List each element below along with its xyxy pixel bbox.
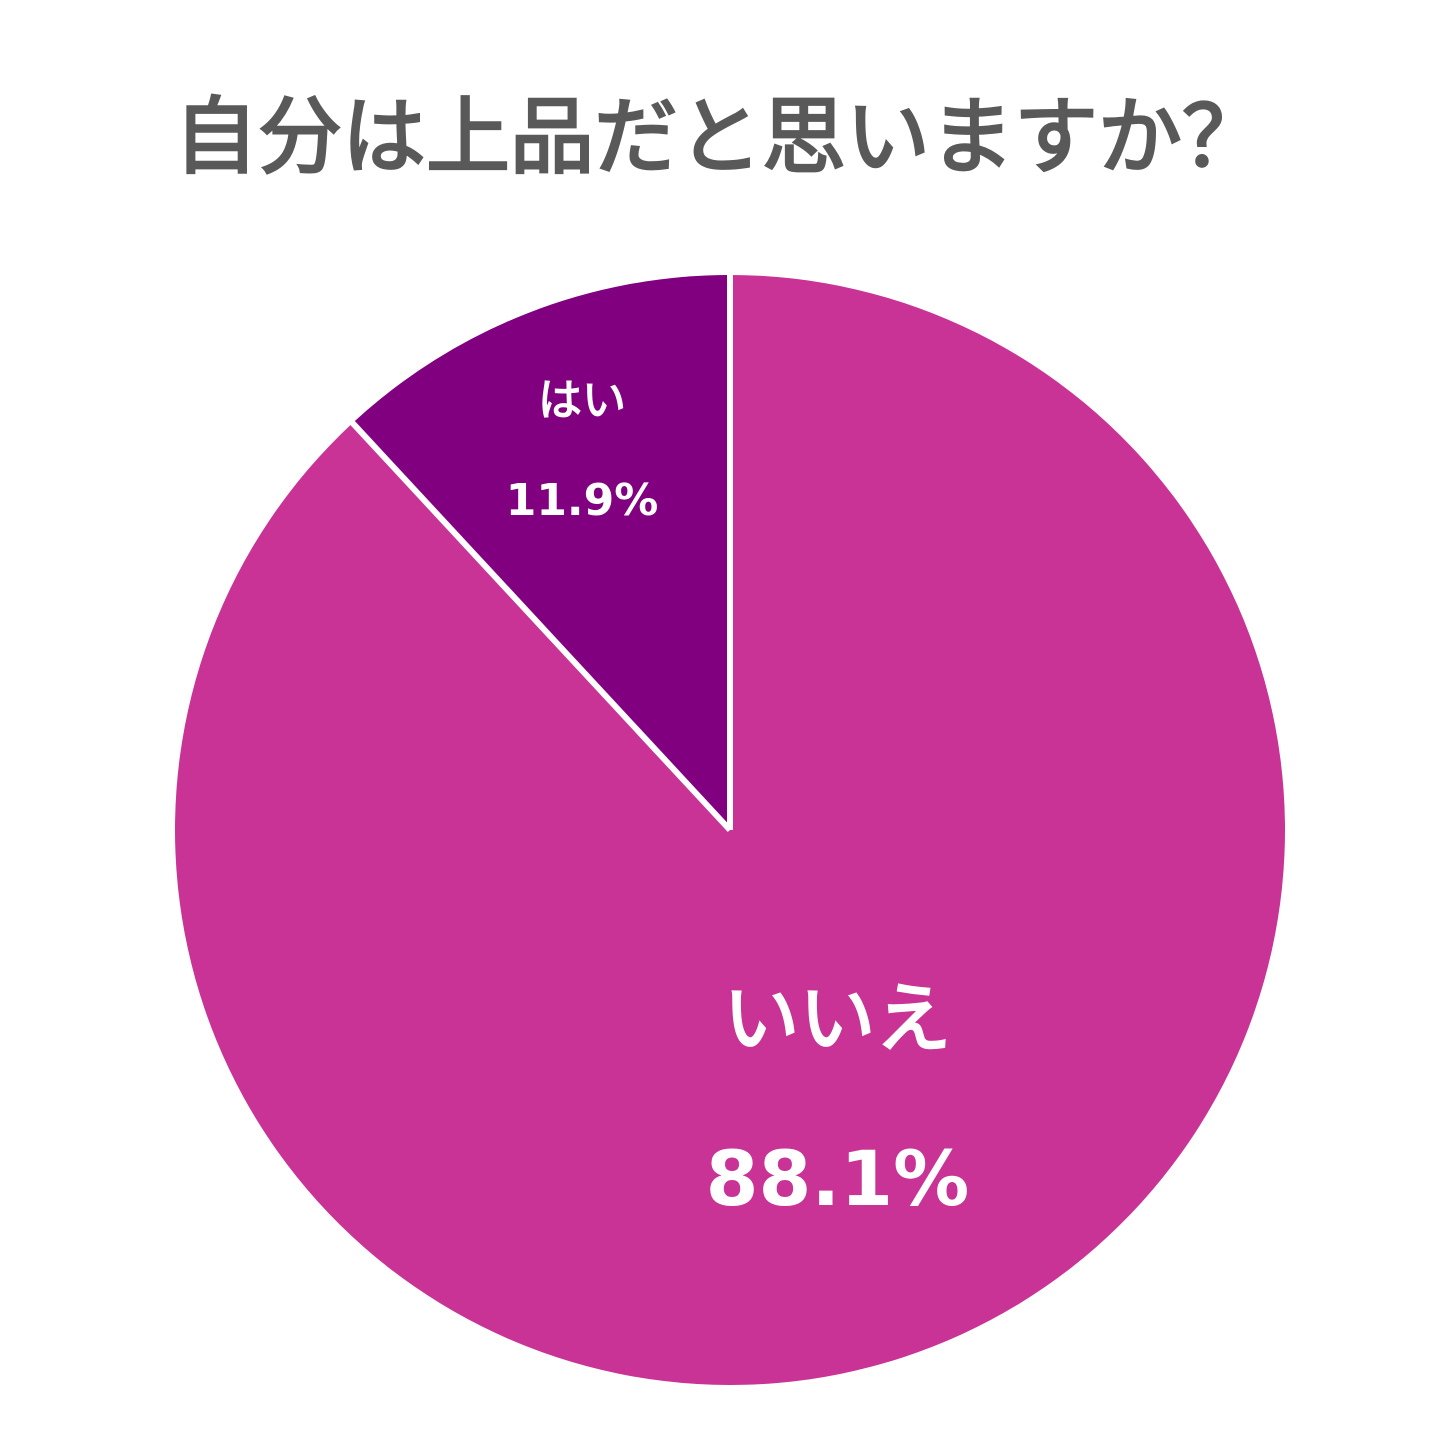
pie-slice-1 bbox=[352, 275, 730, 830]
slice-label-2: いいえ bbox=[723, 974, 951, 1063]
slice-separators bbox=[349, 273, 733, 833]
chart-title: 自分は上品だと思いますか？ bbox=[173, 88, 1266, 186]
slice-value-1: 11.9% bbox=[506, 475, 659, 526]
slice-separator-2 bbox=[349, 419, 733, 833]
slice-value-2: 88.1% bbox=[706, 1134, 970, 1223]
slice-labels: はい 11.9% いいえ 88.1% bbox=[506, 375, 970, 1223]
slice-label-1: はい bbox=[538, 375, 626, 426]
